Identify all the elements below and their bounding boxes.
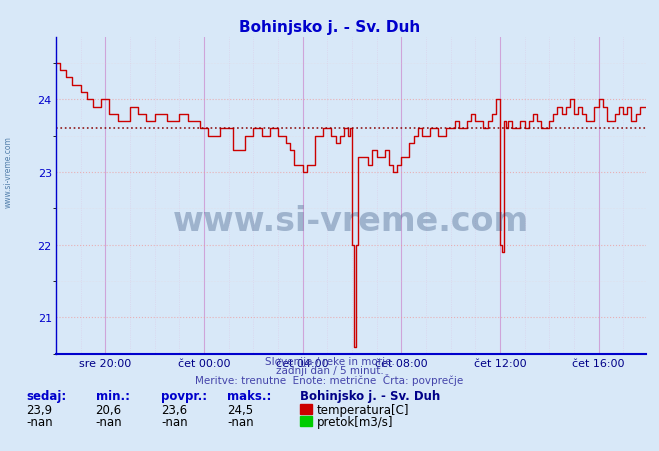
Text: min.:: min.: [96, 389, 130, 402]
Text: -nan: -nan [26, 415, 53, 428]
Text: Meritve: trenutne  Enote: metrične  Črta: povprečje: Meritve: trenutne Enote: metrične Črta: … [195, 373, 464, 385]
Text: 24,5: 24,5 [227, 403, 254, 416]
Text: -nan: -nan [227, 415, 254, 428]
Text: 23,6: 23,6 [161, 403, 188, 416]
Text: 20,6: 20,6 [96, 403, 122, 416]
Text: Bohinjsko j. - Sv. Duh: Bohinjsko j. - Sv. Duh [300, 389, 440, 402]
Text: 23,9: 23,9 [26, 403, 53, 416]
Text: sedaj:: sedaj: [26, 389, 67, 402]
Text: www.si-vreme.com: www.si-vreme.com [173, 205, 529, 238]
Text: Bohinjsko j. - Sv. Duh: Bohinjsko j. - Sv. Duh [239, 20, 420, 35]
Text: povpr.:: povpr.: [161, 389, 208, 402]
Text: zadnji dan / 5 minut.: zadnji dan / 5 minut. [275, 365, 384, 375]
Text: temperatura[C]: temperatura[C] [317, 403, 409, 416]
Text: Slovenija / reke in morje.: Slovenija / reke in morje. [264, 356, 395, 366]
Text: pretok[m3/s]: pretok[m3/s] [317, 415, 393, 428]
Text: www.si-vreme.com: www.si-vreme.com [3, 135, 13, 207]
Text: maks.:: maks.: [227, 389, 272, 402]
Text: -nan: -nan [161, 415, 188, 428]
Text: -nan: -nan [96, 415, 122, 428]
